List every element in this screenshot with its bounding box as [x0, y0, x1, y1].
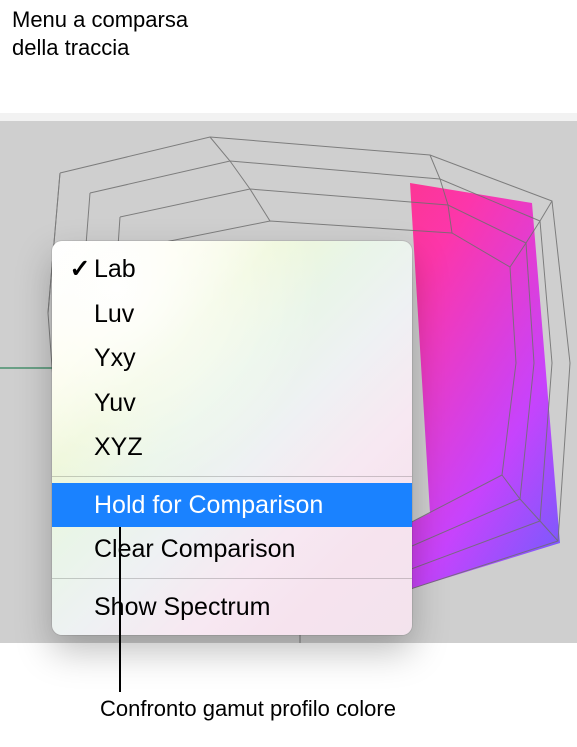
menu-item-yxy[interactable]: Yxy	[52, 336, 412, 381]
menu-item-label: Yxy	[94, 342, 394, 375]
menu-item-luv[interactable]: Luv	[52, 292, 412, 337]
annotation-top-line1: Menu a comparsadella traccia	[12, 7, 188, 60]
menu-item-label: Lab	[94, 253, 394, 286]
annotation-gamut-compare: Confronto gamut profilo colore	[100, 696, 396, 722]
gamut-3d-background: ✓ Lab Luv Yxy Yuv XYZ Hold f	[0, 113, 577, 643]
menu-separator	[52, 476, 412, 477]
menu-item-label: Show Spectrum	[94, 591, 394, 624]
menu-item-label: Hold for Comparison	[94, 489, 394, 522]
menu-item-clear-comparison[interactable]: Clear Comparison	[52, 527, 412, 572]
menu-item-label: XYZ	[94, 431, 394, 464]
annotation-bottom-text: Confronto gamut profilo colore	[100, 696, 396, 721]
menu-item-xyz[interactable]: XYZ	[52, 425, 412, 470]
menu-item-hold-comparison[interactable]: Hold for Comparison	[52, 483, 412, 528]
callout-line	[119, 527, 121, 692]
menu-item-yuv[interactable]: Yuv	[52, 381, 412, 426]
track-popup-menu[interactable]: ✓ Lab Luv Yxy Yuv XYZ Hold f	[52, 241, 412, 635]
menu-separator	[52, 578, 412, 579]
menu-item-label: Yuv	[94, 387, 394, 420]
menu-item-lab[interactable]: ✓ Lab	[52, 247, 412, 292]
menu-item-show-spectrum[interactable]: Show Spectrum	[52, 585, 412, 630]
checkmark-icon: ✓	[66, 253, 94, 286]
menu-item-label: Luv	[94, 298, 394, 331]
menu-item-label: Clear Comparison	[94, 533, 394, 566]
annotation-track-popup: Menu a comparsadella traccia	[12, 6, 188, 61]
